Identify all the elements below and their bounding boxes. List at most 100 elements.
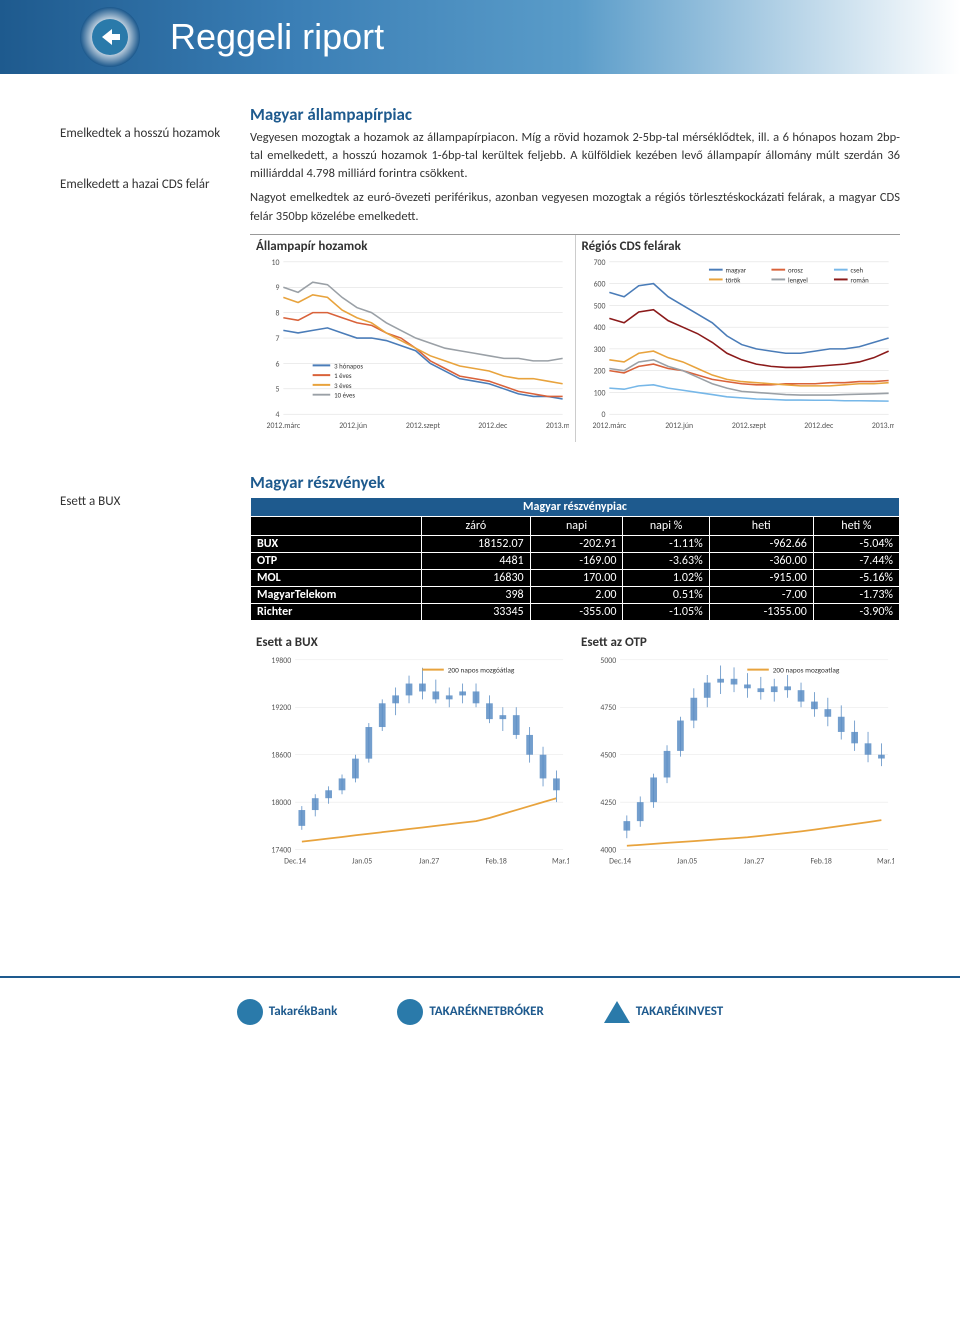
- table-cell: BUX: [251, 535, 422, 552]
- svg-text:0: 0: [601, 411, 605, 420]
- table-cell: Richter: [251, 603, 422, 620]
- svg-text:10 éves: 10 éves: [334, 390, 355, 399]
- svg-text:cseh: cseh: [850, 265, 863, 274]
- table-cell: -1355.00: [709, 603, 813, 620]
- table-cell: OTP: [251, 552, 422, 569]
- svg-text:Feb.18: Feb.18: [485, 857, 506, 866]
- chart-bux-title: Esett a BUX: [256, 635, 569, 650]
- svg-text:4750: 4750: [600, 704, 616, 713]
- svg-text:Dec.14: Dec.14: [284, 857, 306, 866]
- stock-table: Magyar részvénypiac zárónapinapi %hetihe…: [250, 497, 900, 621]
- svg-text:18000: 18000: [271, 799, 291, 808]
- svg-text:17400: 17400: [271, 846, 291, 855]
- svg-text:4250: 4250: [600, 799, 616, 808]
- table-cell: 4481: [422, 552, 531, 569]
- table-cell: -355.00: [530, 603, 623, 620]
- table-cell: -3.63%: [623, 552, 709, 569]
- svg-text:2012.dec: 2012.dec: [804, 422, 834, 431]
- svg-text:19800: 19800: [271, 656, 291, 665]
- table-cell: -915.00: [709, 569, 813, 586]
- stock-col-header: [251, 516, 422, 535]
- table-cell: 16830: [422, 569, 531, 586]
- svg-text:3 hónapos: 3 hónapos: [334, 361, 363, 370]
- sidebar: Emelkedtek a hosszú hozamok Emelkedett a…: [60, 104, 230, 442]
- sidebar-2: Esett a BUX: [60, 472, 230, 876]
- table-cell: MOL: [251, 569, 422, 586]
- svg-text:Mar.12: Mar.12: [877, 857, 894, 866]
- svg-text:200 napos mozgóátlag: 200 napos mozgóátlag: [448, 665, 515, 674]
- svg-text:400: 400: [593, 324, 605, 333]
- svg-text:Jan.05: Jan.05: [352, 857, 372, 866]
- sidebar-note-3: Esett a BUX: [60, 494, 230, 509]
- svg-text:Feb.18: Feb.18: [810, 857, 831, 866]
- footer: TakarékBank TAKARÉKNETBRÓKER TAKARÉKINVE…: [0, 976, 960, 1046]
- table-cell: -1.05%: [623, 603, 709, 620]
- chart-otp: 40004250450047505000Dec.14Jan.05Jan.27Fe…: [581, 652, 894, 872]
- stock-col-header: napi %: [623, 516, 709, 535]
- chart-yields-title: Állampapír hozamok: [256, 239, 569, 254]
- svg-text:2013.márc: 2013.márc: [871, 422, 894, 431]
- stock-col-header: heti %: [813, 516, 899, 535]
- svg-text:4: 4: [275, 411, 279, 420]
- table-cell: 2.00: [530, 586, 623, 603]
- svg-text:magyar: magyar: [725, 265, 746, 274]
- svg-text:1 éves: 1 éves: [334, 371, 352, 380]
- table-cell: -962.66: [709, 535, 813, 552]
- table-cell: -202.91: [530, 535, 623, 552]
- table-cell: -5.16%: [813, 569, 899, 586]
- footer-logo-3: TAKARÉKINVEST: [604, 1001, 723, 1023]
- svg-text:2012.szept: 2012.szept: [731, 422, 766, 431]
- table-cell: -360.00: [709, 552, 813, 569]
- svg-text:2013.márc: 2013.márc: [546, 422, 569, 431]
- chart-cds: 01002003004005006007002012.márc2012.jún2…: [582, 256, 895, 436]
- table-cell: -7.44%: [813, 552, 899, 569]
- svg-text:2012.jún: 2012.jún: [339, 422, 367, 431]
- table-row: BUX18152.07-202.91-1.11%-962.66-5.04%: [251, 535, 900, 552]
- table-cell: 33345: [422, 603, 531, 620]
- sidebar-note-2: Emelkedett a hazai CDS felár: [60, 177, 230, 192]
- svg-text:orosz: orosz: [788, 265, 803, 274]
- chart-yields: 456789102012.márc2012.jún2012.szept2012.…: [256, 256, 569, 436]
- svg-text:3 éves: 3 éves: [334, 380, 352, 389]
- section1-para2: Nagyot emelkedtek az euró-övezeti perifé…: [250, 189, 900, 225]
- svg-text:Jan.27: Jan.27: [744, 857, 764, 866]
- svg-text:román: román: [850, 275, 869, 284]
- table-row: Richter33345-355.00-1.05%-1355.00-3.90%: [251, 603, 900, 620]
- svg-text:7: 7: [275, 335, 279, 344]
- table-cell: -3.90%: [813, 603, 899, 620]
- svg-text:Mar.12: Mar.12: [552, 857, 569, 866]
- svg-text:2012.márc: 2012.márc: [592, 422, 626, 431]
- table-cell: 170.00: [530, 569, 623, 586]
- svg-text:lengyel: lengyel: [788, 275, 808, 284]
- stock-col-header: heti: [709, 516, 813, 535]
- section2-title: Magyar részvények: [250, 472, 900, 493]
- stock-table-title: Magyar részvénypiac: [251, 497, 900, 516]
- table-cell: 1.02%: [623, 569, 709, 586]
- svg-text:200 napos mozgoatlag: 200 napos mozgoatlag: [773, 665, 840, 674]
- svg-text:18600: 18600: [271, 751, 291, 760]
- svg-text:Jan.27: Jan.27: [419, 857, 439, 866]
- footer-logo-2: TAKARÉKNETBRÓKER: [397, 999, 543, 1025]
- svg-text:5000: 5000: [600, 656, 616, 665]
- svg-text:2012.dec: 2012.dec: [478, 422, 508, 431]
- svg-text:2012.szept: 2012.szept: [406, 422, 441, 431]
- svg-text:4500: 4500: [600, 751, 616, 760]
- svg-text:500: 500: [593, 302, 605, 311]
- table-row: MagyarTelekom3982.000.51%-7.00-1.73%: [251, 586, 900, 603]
- header-banner: Reggeli riport: [0, 0, 960, 74]
- svg-text:Dec.14: Dec.14: [609, 857, 631, 866]
- svg-text:2012.jún: 2012.jún: [665, 422, 693, 431]
- svg-text:4000: 4000: [600, 846, 616, 855]
- table-cell: 0.51%: [623, 586, 709, 603]
- svg-text:600: 600: [593, 280, 605, 289]
- svg-text:19200: 19200: [271, 704, 291, 713]
- table-cell: -7.00: [709, 586, 813, 603]
- svg-text:200: 200: [593, 367, 605, 376]
- chart-cds-title: Régiós CDS felárak: [582, 239, 895, 254]
- svg-text:6: 6: [275, 360, 279, 369]
- table-row: MOL16830170.001.02%-915.00-5.16%: [251, 569, 900, 586]
- sidebar-note-1: Emelkedtek a hosszú hozamok: [60, 126, 230, 141]
- svg-text:10: 10: [272, 258, 280, 267]
- svg-text:9: 9: [275, 284, 279, 293]
- stock-col-header: záró: [422, 516, 531, 535]
